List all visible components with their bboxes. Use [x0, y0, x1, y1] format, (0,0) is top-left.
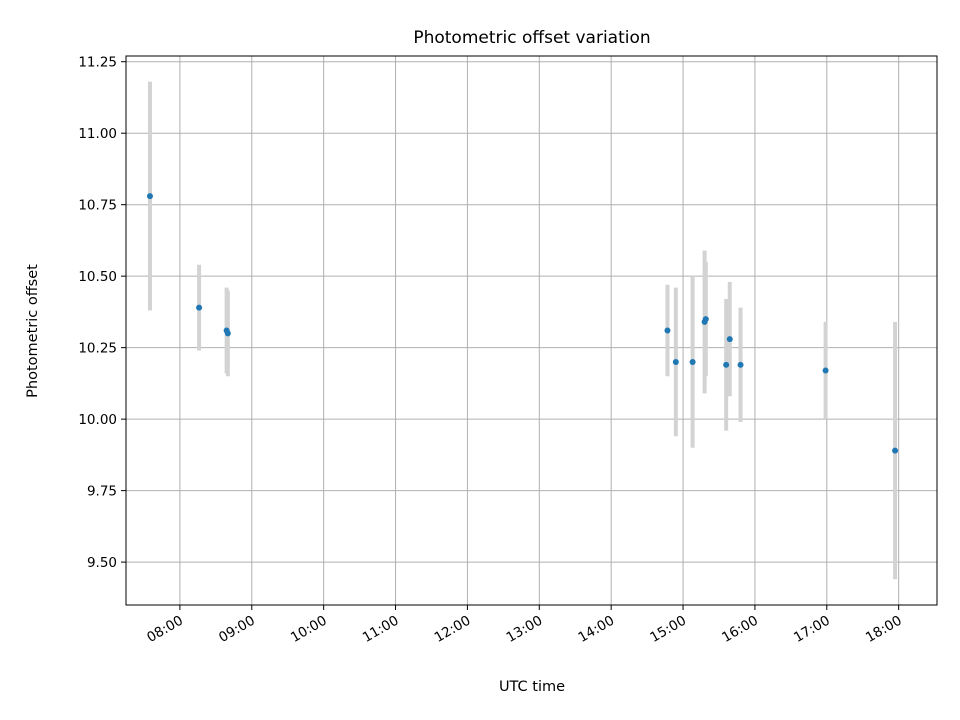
data-point [224, 330, 231, 337]
x-tick-label: 10:00 [288, 613, 330, 646]
y-tick-label: 9.50 [87, 555, 117, 571]
data-point [689, 358, 696, 365]
x-tick-label: 15:00 [647, 613, 689, 646]
y-axis-ticks: 9.50 9.75 10.00 10.25 10.50 10.75 11.00 11.25 [78, 55, 126, 571]
data-point [672, 358, 679, 365]
y-tick-label: 11.25 [78, 55, 117, 71]
data-point [146, 193, 153, 200]
data-point [726, 336, 733, 343]
data-point [723, 361, 730, 368]
x-tick-label: 17:00 [791, 613, 833, 646]
x-axis-label: UTC time [499, 679, 565, 695]
y-axis-label: Photometric offset [25, 264, 41, 398]
x-tick-label: 12:00 [432, 613, 474, 646]
x-tick-label: 11:00 [360, 613, 402, 646]
x-tick-label: 14:00 [575, 613, 617, 646]
x-tick-label: 13:00 [504, 613, 546, 646]
y-tick-label: 10.50 [78, 269, 117, 285]
y-tick-label: 10.00 [78, 412, 117, 428]
plot-frame [125, 55, 938, 606]
x-tick-label: 08:00 [144, 613, 186, 646]
y-tick-label: 9.75 [87, 484, 117, 500]
data-point [822, 367, 829, 374]
data-point [892, 447, 899, 454]
y-tick-label: 10.25 [78, 341, 117, 357]
x-tick-label: 16:00 [719, 613, 761, 646]
data-point [702, 316, 709, 323]
grid [126, 56, 937, 605]
x-tick-label: 09:00 [216, 613, 258, 646]
data-point [737, 361, 744, 368]
x-axis-ticks: 08:00 09:00 10:00 11:00 12:00 13:00 14:00 15:00… [144, 605, 905, 646]
x-tick-label: 18:00 [863, 613, 905, 646]
y-tick-label: 11.00 [78, 126, 117, 142]
y-tick-label: 10.75 [78, 198, 117, 214]
data-point [196, 304, 203, 311]
error-bars [147, 81, 898, 580]
data-point [664, 327, 671, 334]
chart-title: Photometric offset variation [413, 28, 650, 48]
data-points [146, 193, 899, 454]
